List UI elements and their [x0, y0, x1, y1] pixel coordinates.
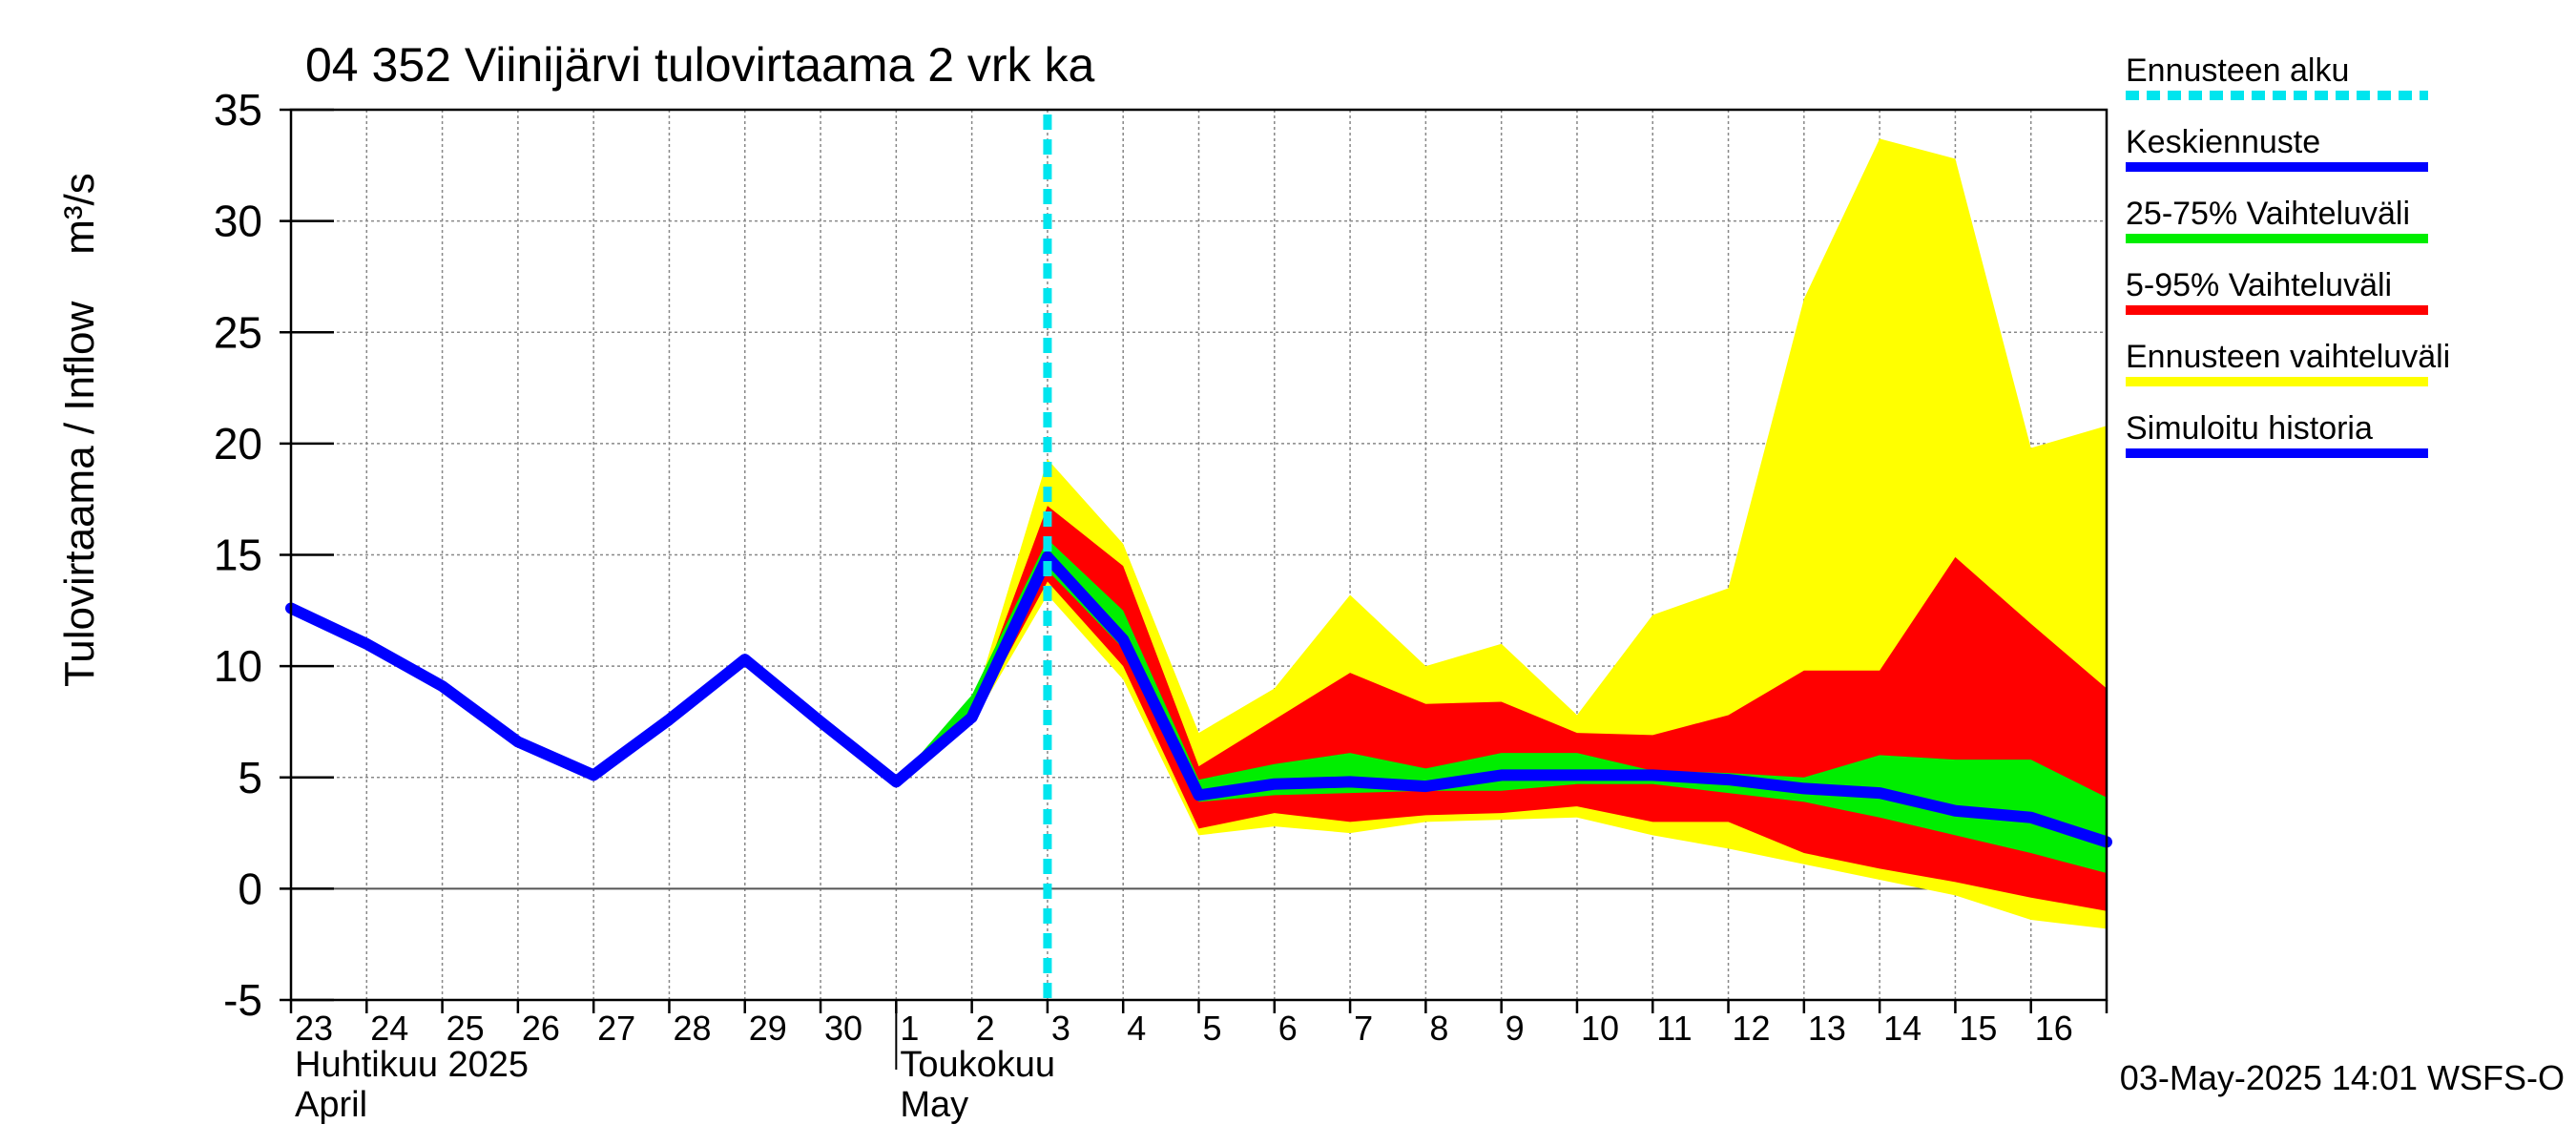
month-label-english: May: [900, 1085, 968, 1125]
x-tick-label: 29: [749, 1009, 787, 1048]
y-tick-label: 25: [214, 307, 262, 357]
y-tick-label: 30: [214, 197, 262, 246]
y-tick-label: 0: [238, 864, 262, 913]
legend-label: 25-75% Vaihteluväli: [2126, 196, 2410, 232]
x-tick-label: 2: [976, 1009, 995, 1048]
legend-label: Keskiennuste: [2126, 124, 2320, 160]
timestamp: 03-May-2025 14:01 WSFS-O: [2120, 1058, 2565, 1097]
x-tick-label: 27: [597, 1009, 635, 1048]
legend: Ennusteen alku Keskiennuste 25-75% Vaihtel…: [2126, 52, 2450, 458]
band-5-95-vaihteluv-li: [896, 506, 2108, 911]
y-tick-label: 35: [214, 85, 262, 135]
x-tick-label: 15: [1959, 1009, 1997, 1048]
y-tick-label: 15: [214, 531, 262, 580]
legend-label: 5-95% Vaihteluväli: [2126, 267, 2392, 303]
x-tick-label: 24: [370, 1009, 408, 1048]
y-tick-label: 5: [238, 753, 262, 802]
x-tick-label: 10: [1581, 1009, 1619, 1048]
y-tick-label: 20: [214, 419, 262, 468]
month-label: Huhtikuu 2025: [295, 1045, 529, 1085]
x-tick-label: 13: [1808, 1009, 1846, 1048]
y-tick-label: -5: [223, 975, 262, 1025]
y-tick-label: 10: [214, 641, 262, 691]
x-tick-label: 5: [1203, 1009, 1222, 1048]
chart-title: 04 352 Viinijärvi tulovirtaama 2 vrk ka: [305, 38, 1094, 92]
x-tick-label: 7: [1354, 1009, 1373, 1048]
month-label: Toukokuu: [900, 1045, 1055, 1085]
legend-label: Ennusteen alku: [2126, 52, 2349, 89]
legend-label: Ennusteen vaihteluväli: [2126, 339, 2450, 375]
plot-area: [285, 109, 2112, 1001]
line-simuloitu-historia: [285, 551, 1053, 788]
x-tick-label: 30: [824, 1009, 862, 1048]
x-tick-label: 23: [295, 1009, 333, 1048]
y-axis-label: Tulovirtaama / Inflow m³/s: [56, 173, 103, 687]
x-tick-label: 16: [2035, 1009, 2073, 1048]
x-tick-label: 28: [673, 1009, 711, 1048]
x-tick-label: 25: [447, 1009, 485, 1048]
x-tick-label: 9: [1506, 1009, 1525, 1048]
line-keskiennuste: [966, 551, 2112, 848]
x-tick-label: 3: [1051, 1009, 1070, 1048]
x-tick-label: 12: [1733, 1009, 1771, 1048]
x-tick-label: 4: [1127, 1009, 1146, 1048]
month-label-english: April: [295, 1085, 367, 1125]
x-tick-label: 6: [1278, 1009, 1298, 1048]
x-tick-label: 11: [1656, 1009, 1692, 1048]
x-tick-label: 26: [522, 1009, 560, 1048]
x-tick-label: 14: [1883, 1009, 1922, 1048]
legend-label: Simuloitu historia: [2126, 410, 2373, 447]
x-tick-label: 1: [900, 1009, 919, 1048]
x-tick-label: 8: [1429, 1009, 1448, 1048]
